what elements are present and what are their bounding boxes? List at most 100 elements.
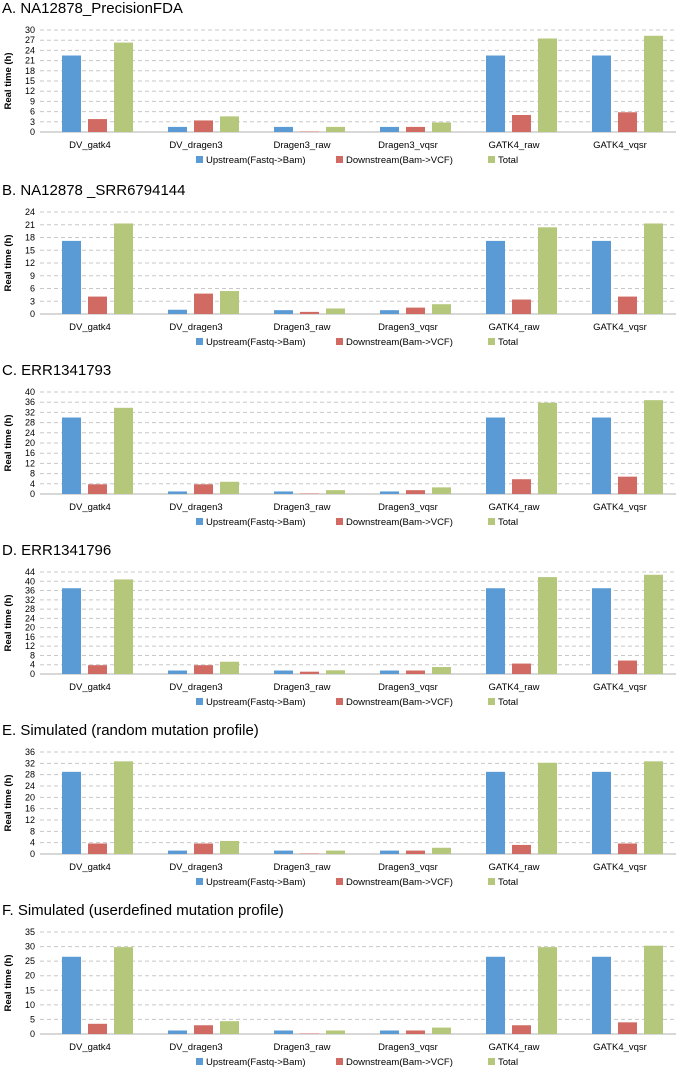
y-tick-label: 18 (25, 233, 35, 243)
x-tick-label: GATK4_vqsr (593, 140, 647, 151)
bar-downstream-dragen3_raw (300, 853, 319, 854)
x-tick-label: Dragen3_raw (273, 502, 330, 513)
bar-upstream-dragen3_vqsr (380, 491, 399, 494)
bar-total-gatk4_raw (538, 38, 557, 132)
bar-upstream-gatk4_raw (486, 771, 505, 854)
bar-downstream-gatk4_vqsr (618, 476, 637, 494)
bar-downstream-gatk4_vqsr (618, 1022, 637, 1034)
y-tick-label: 32 (25, 595, 35, 605)
bar-upstream-dv_gatk4 (62, 417, 81, 494)
y-tick-label: 8 (30, 469, 35, 479)
y-tick-label: 4 (30, 479, 35, 489)
legend-label-downstream: Downstream(Bam->VCF) (346, 1057, 453, 1068)
y-tick-label: 16 (25, 632, 35, 642)
bar-upstream-dv_gatk4 (62, 771, 81, 854)
y-tick-label: 21 (25, 56, 35, 66)
bar-downstream-dragen3_raw (300, 1033, 319, 1034)
bar-upstream-dragen3_raw (274, 310, 293, 314)
y-axis-label: Real time (h) (3, 52, 14, 109)
bar-downstream-gatk4_vqsr (618, 660, 637, 674)
chart-title: C. ERR1341793 (2, 362, 112, 379)
bar-total-dragen3_vqsr (432, 667, 451, 674)
bar-total-dragen3_raw (326, 308, 345, 314)
bar-upstream-dv_dragen3 (168, 850, 187, 854)
bar-total-gatk4_raw (538, 402, 557, 494)
y-axis-label: Real time (h) (3, 774, 14, 831)
bar-total-gatk4_raw (538, 577, 557, 674)
bar-downstream-gatk4_raw (512, 115, 531, 132)
legend-label-upstream: Upstream(Fastq->Bam) (206, 337, 306, 348)
bar-downstream-gatk4_raw (512, 479, 531, 494)
y-tick-label: 21 (25, 220, 35, 230)
bar-upstream-dv_gatk4 (62, 588, 81, 674)
bar-total-gatk4_vqsr (644, 574, 663, 674)
chart-title: A. NA12878_PrecisionFDA (2, 0, 183, 17)
legend-label-downstream: Downstream(Bam->VCF) (346, 155, 453, 166)
legend-swatch-total (488, 518, 495, 525)
bar-upstream-gatk4_raw (486, 55, 505, 132)
y-tick-label: 40 (25, 387, 35, 397)
bar-total-gatk4_vqsr (644, 223, 663, 314)
y-tick-label: 15 (25, 76, 35, 86)
y-tick-label: 8 (30, 650, 35, 660)
y-tick-label: 9 (30, 271, 35, 281)
y-tick-label: 30 (25, 25, 35, 35)
x-tick-label: DV_dragen3 (169, 682, 222, 693)
bar-upstream-dragen3_raw (274, 850, 293, 854)
y-tick-label: 0 (30, 309, 35, 319)
bar-upstream-gatk4_vqsr (592, 956, 611, 1034)
legend-label-total: Total (498, 697, 518, 708)
x-tick-label: DV_gatk4 (69, 1042, 111, 1053)
y-tick-label: 24 (25, 613, 35, 623)
legend-swatch-upstream (196, 338, 203, 345)
legend-swatch-upstream (196, 156, 203, 163)
bar-downstream-gatk4_vqsr (618, 112, 637, 132)
x-tick-label: GATK4_raw (488, 1042, 539, 1053)
bar-total-dv_dragen3 (220, 661, 239, 674)
y-tick-label: 12 (25, 458, 35, 468)
bar-upstream-gatk4_raw (486, 588, 505, 674)
x-tick-label: DV_gatk4 (69, 502, 111, 513)
bar-downstream-dragen3_vqsr (406, 126, 425, 132)
y-tick-label: 0 (30, 1029, 35, 1039)
legend-label-total: Total (498, 1057, 518, 1068)
bar-total-dv_gatk4 (114, 579, 133, 674)
bar-total-dv_gatk4 (114, 42, 133, 132)
bar-upstream-dragen3_raw (274, 126, 293, 132)
y-tick-label: 20 (25, 971, 35, 981)
x-tick-label: Dragen3_raw (273, 140, 330, 151)
y-tick-label: 12 (25, 258, 35, 268)
y-tick-label: 18 (25, 66, 35, 76)
bar-upstream-gatk4_raw (486, 956, 505, 1034)
y-tick-label: 28 (25, 770, 35, 780)
bar-upstream-dragen3_raw (274, 491, 293, 494)
bar-downstream-dragen3_raw (300, 493, 319, 494)
x-tick-label: DV_dragen3 (169, 140, 222, 151)
bar-upstream-gatk4_vqsr (592, 240, 611, 314)
bar-downstream-gatk4_raw (512, 299, 531, 314)
y-axis-label: Real time (h) (3, 954, 14, 1011)
legend-label-total: Total (498, 155, 518, 166)
y-tick-label: 25 (25, 956, 35, 966)
bar-downstream-dragen3_vqsr (406, 490, 425, 494)
bar-upstream-dv_dragen3 (168, 491, 187, 494)
bar-downstream-dragen3_vqsr (406, 1030, 425, 1034)
bar-upstream-dv_gatk4 (62, 240, 81, 314)
legend-swatch-upstream (196, 878, 203, 885)
bar-upstream-dragen3_vqsr (380, 850, 399, 854)
x-tick-label: Dragen3_vqsr (378, 862, 438, 873)
bar-upstream-dv_dragen3 (168, 670, 187, 674)
bar-downstream-dv_dragen3 (194, 484, 213, 494)
legend-label-total: Total (498, 877, 518, 888)
legend-label-upstream: Upstream(Fastq->Bam) (206, 155, 306, 166)
legend-label-downstream: Downstream(Bam->VCF) (346, 877, 453, 888)
chart-panel-d: D. ERR1341796 0 4 8 12 16 20 24 28 32 36 40 44 Real t… (0, 542, 685, 720)
y-tick-label: 5 (30, 1014, 35, 1024)
bar-downstream-dragen3_vqsr (406, 670, 425, 674)
legend-swatch-total (488, 1058, 495, 1065)
chart-title: D. ERR1341796 (2, 542, 112, 559)
bar-total-dv_dragen3 (220, 1021, 239, 1034)
bar-total-dv_gatk4 (114, 223, 133, 314)
